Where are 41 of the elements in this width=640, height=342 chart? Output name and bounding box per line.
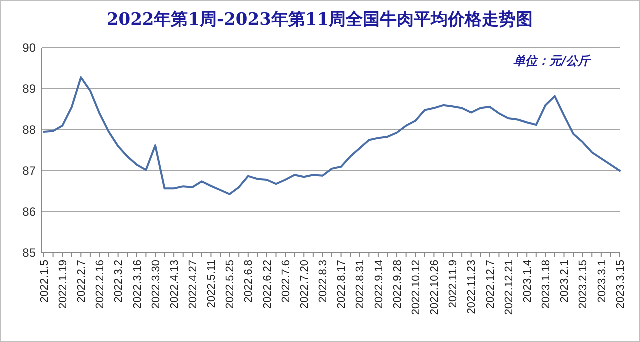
- x-tick-label: 2023.2.15: [578, 260, 590, 309]
- line-series: [43, 76, 621, 196]
- x-tick-label: 2022.10.26: [429, 260, 442, 316]
- chart-title: 2022年第1周-2023年第11周全国牛肉平均价格走势图: [106, 10, 534, 30]
- x-tick-label: 2022.2.7: [76, 260, 88, 303]
- x-tick-label: 2022.11.9: [448, 260, 460, 308]
- x-tick-label: 2022.5.25: [224, 260, 237, 309]
- x-tick-label: 2022.9.14: [373, 260, 386, 309]
- x-tick-label: 2022.5.11: [206, 260, 218, 308]
- x-tick-label: 2022.8.3: [318, 260, 330, 303]
- x-tick-label: 2023.1.18: [540, 260, 553, 309]
- x-tick-label: 2022.7.20: [298, 260, 311, 309]
- x-tick-label: 2023.3.1: [596, 260, 608, 303]
- x-tick-label: 2023.3.15: [614, 260, 627, 309]
- x-tick-label: 2022.11.23: [466, 260, 478, 314]
- y-tick-label: 87: [22, 164, 36, 178]
- x-tick-label: 2022.8.17: [336, 260, 348, 309]
- y-tick-label: 86: [22, 205, 36, 220]
- x-tick-label: 2022.3.16: [132, 260, 144, 309]
- x-tick-label: 2022.6.8: [243, 260, 256, 303]
- x-tick-label: 2022.4.13: [168, 260, 181, 309]
- x-tick-label: 2022.4.27: [187, 260, 200, 309]
- x-tick-label: 2022.7.6: [280, 260, 292, 303]
- x-tick-label: 2022.3.2: [113, 260, 126, 303]
- y-tick-label: 85: [22, 246, 36, 260]
- annotation: 单位：元/公斤: [514, 54, 592, 68]
- x-tick-label: 2022.2.16: [94, 260, 107, 309]
- x-tick-label: 2022.6.22: [262, 260, 274, 309]
- x-tick-label: 2022.12.7: [484, 260, 497, 309]
- x-tick-label: 2022.3.30: [150, 260, 162, 309]
- x-tick-label: 2022.10.12: [410, 260, 422, 316]
- x-tick-label: 2022.12.21: [503, 260, 516, 316]
- y-tick-label: 89: [22, 82, 36, 96]
- y-tick-label: 90: [22, 41, 36, 56]
- y-tick-label: 88: [22, 123, 36, 138]
- x-tick-label: 2022.8.31: [354, 260, 367, 309]
- x-tick-label: 2022.1.19: [57, 260, 70, 309]
- x-tick-label: 2023.1.4: [522, 260, 534, 303]
- x-tick-label: 2023.2.1: [559, 260, 572, 303]
- x-tick-label: 2022.9.28: [392, 260, 404, 309]
- x-tick-label: 2022.1.5: [38, 260, 51, 303]
